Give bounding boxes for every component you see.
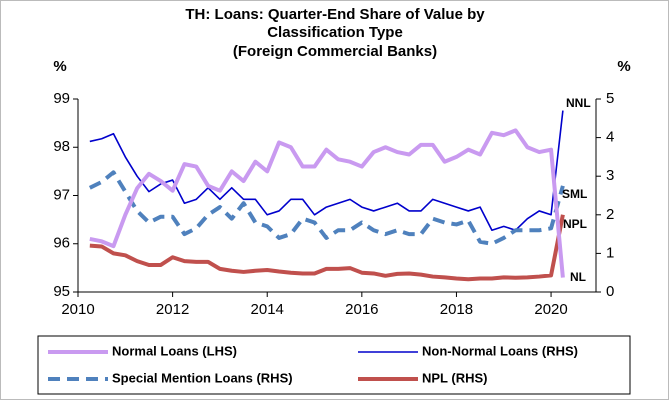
y-axis-label: % [53, 58, 66, 75]
annotation: NPL [563, 217, 587, 231]
series-line [89, 128, 565, 278]
legend-label: NPL (RHS) [422, 370, 487, 385]
series-line [89, 214, 565, 282]
legend-label: Normal Loans (LHS) [112, 343, 237, 358]
x-tick-label: 2010 [61, 301, 94, 318]
series-line [88, 170, 565, 246]
annotation: NL [570, 270, 586, 284]
y2-tick-label: 5 [606, 90, 614, 107]
legend-label: Non-Normal Loans (RHS) [422, 343, 578, 358]
y-tick-label: 96 [53, 235, 70, 252]
legend-label: Special Mention Loans (RHS) [112, 370, 293, 385]
x-tick-label: 2014 [251, 301, 284, 318]
x-tick-label: 2020 [534, 301, 567, 318]
legend-box [37, 335, 631, 395]
annotation: NNL [566, 96, 591, 110]
y-tick-label: 95 [53, 283, 70, 300]
x-tick-label: 2012 [156, 301, 189, 318]
x-tick-label: 2016 [345, 301, 378, 318]
chart-title: TH: Loans: Quarter-End Share of Value by [185, 6, 485, 23]
series-line [89, 110, 564, 232]
y2-tick-label: 2 [606, 206, 614, 223]
y2-axis-label: % [617, 58, 630, 75]
y2-tick-label: 1 [606, 244, 614, 261]
annotation: SML [562, 187, 587, 201]
y2-tick-label: 0 [606, 283, 614, 300]
y2-tick-label: 4 [606, 129, 614, 146]
chart-title: (Foreign Commercial Banks) [233, 43, 437, 60]
y-tick-label: 98 [53, 138, 70, 155]
chart-title: Classification Type [267, 24, 403, 41]
x-tick-label: 2018 [440, 301, 473, 318]
y-tick-label: 97 [53, 186, 70, 203]
y2-tick-label: 3 [606, 167, 614, 184]
y-tick-label: 99 [53, 90, 70, 107]
